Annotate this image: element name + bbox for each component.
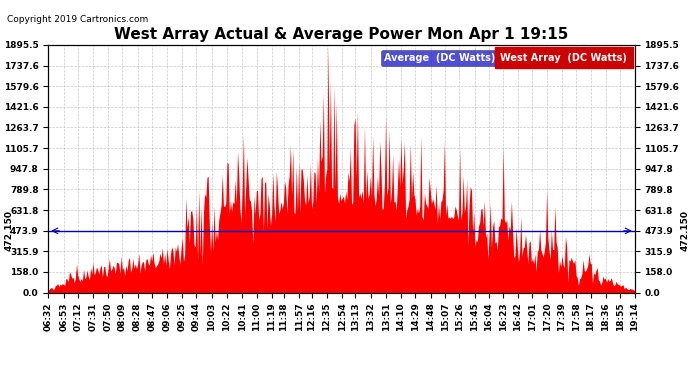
Legend: Average  (DC Watts), West Array  (DC Watts): Average (DC Watts), West Array (DC Watts… (381, 50, 630, 66)
Title: West Array Actual & Average Power Mon Apr 1 19:15: West Array Actual & Average Power Mon Ap… (115, 27, 569, 42)
Text: 472.150: 472.150 (680, 210, 689, 251)
Text: 472.150: 472.150 (5, 210, 14, 251)
Text: Copyright 2019 Cartronics.com: Copyright 2019 Cartronics.com (7, 15, 148, 24)
